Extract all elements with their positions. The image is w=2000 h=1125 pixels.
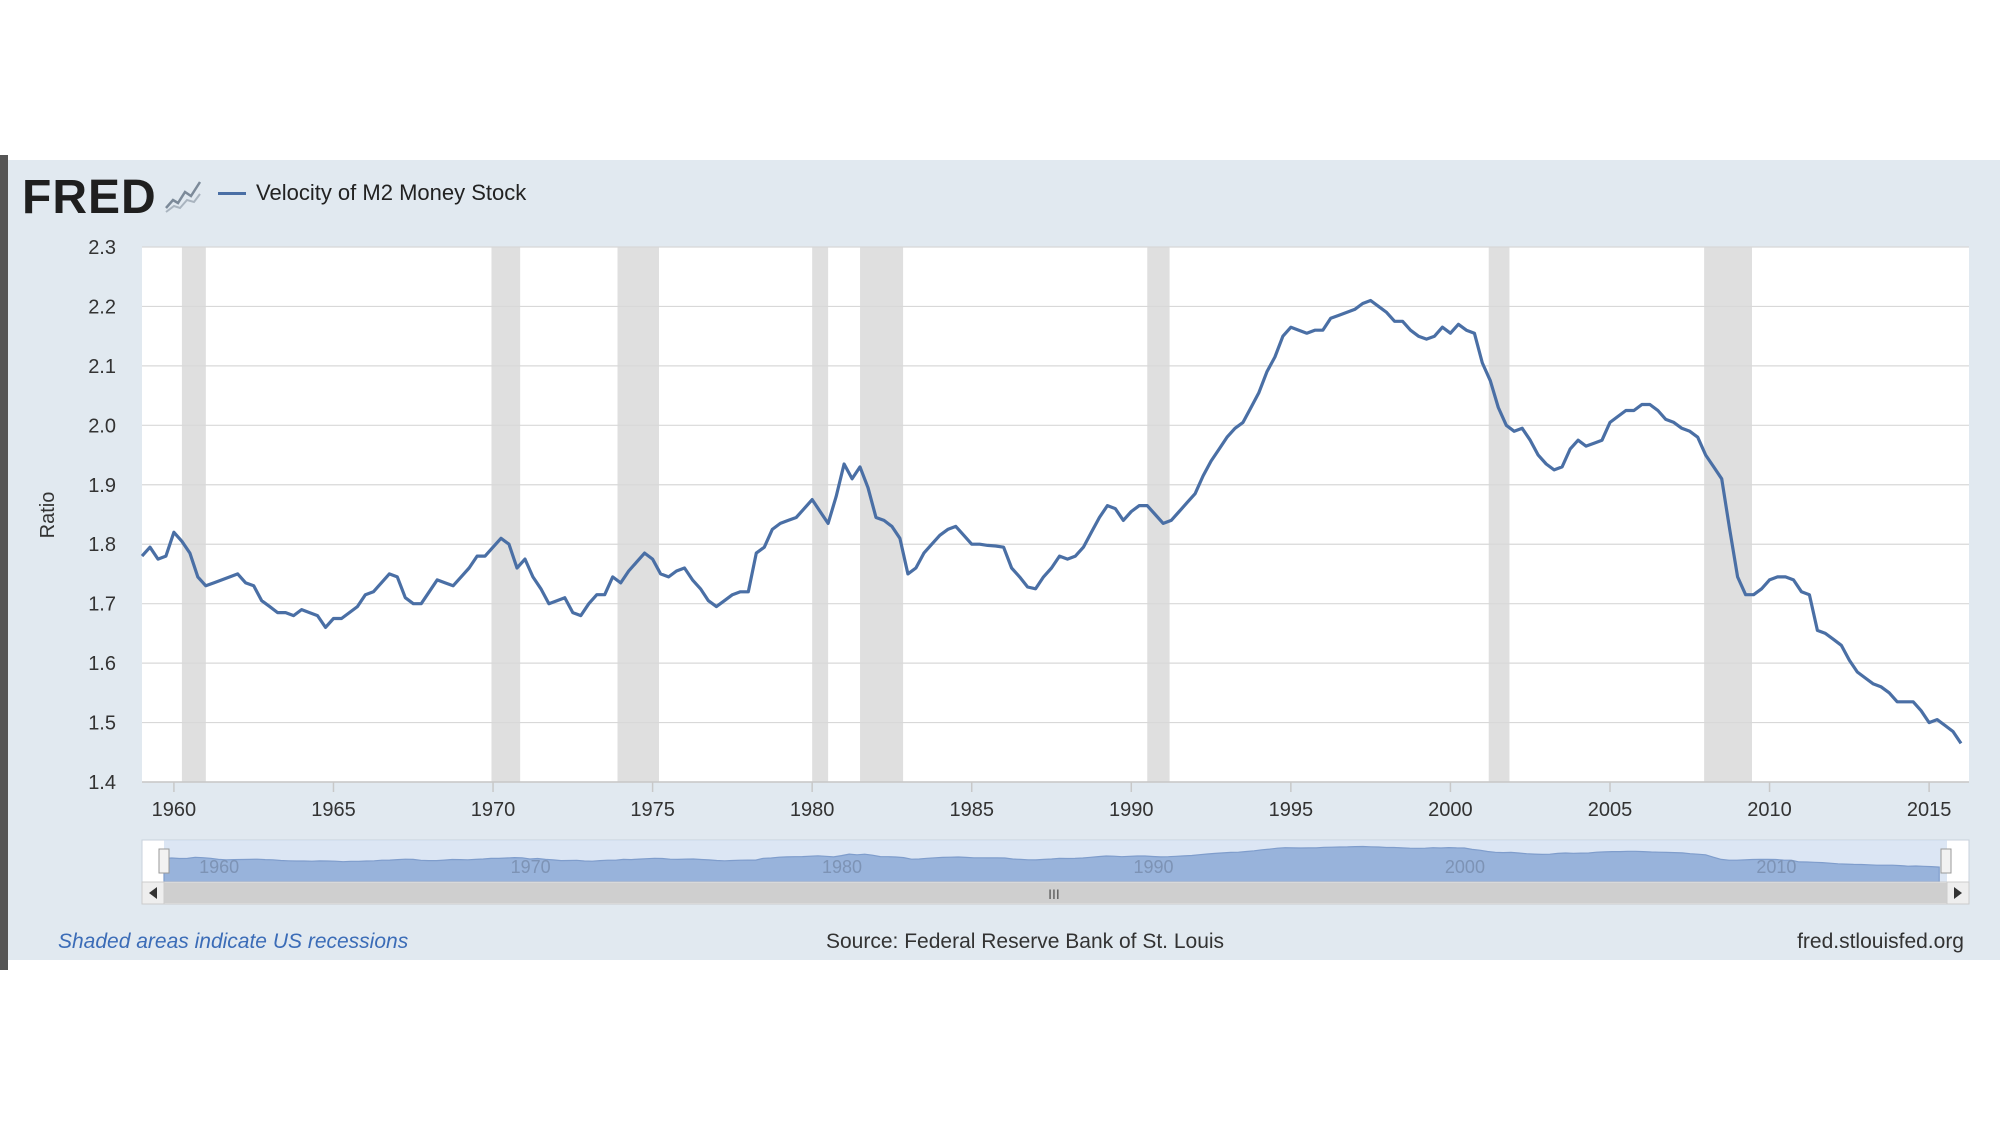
scrollbar-grip: III — [1048, 886, 1060, 902]
x-tick-label: 1985 — [949, 799, 994, 821]
source-link[interactable]: fred.stlouisfed.org — [1797, 930, 1964, 953]
legend-label: Velocity of M2 Money Stock — [256, 180, 527, 205]
recession-note: Shaded areas indicate US recessions — [58, 930, 409, 953]
x-tick-label: 1970 — [471, 799, 516, 821]
x-tick-label: 2015 — [1907, 799, 1952, 821]
y-tick-label: 1.4 — [88, 772, 116, 794]
window-edge — [0, 155, 8, 970]
y-tick-label: 1.7 — [88, 594, 116, 616]
x-tick-label: 1975 — [630, 799, 675, 821]
recession-band — [491, 247, 521, 782]
y-tick-label: 1.6 — [88, 653, 116, 675]
plot-area — [142, 247, 1969, 782]
y-tick-label: 2.2 — [88, 296, 116, 318]
recession-band — [1488, 247, 1510, 782]
graph-icon — [164, 176, 202, 214]
navigator-handle-right[interactable] — [1940, 848, 1952, 874]
scrollbar-thumb[interactable] — [164, 883, 1947, 903]
recession-bands — [181, 247, 1752, 782]
navigator-label: 1980 — [822, 857, 862, 877]
y-axis-ticks: 1.4 1.5 1.6 1.7 1.8 1.9 2.0 2.1 2.2 2.3 — [88, 237, 116, 794]
recession-band — [860, 247, 904, 782]
recession-band — [1147, 247, 1170, 782]
chart: 1.41.51.61.71.81.92.02.12.22.3 1960 1965 1… — [37, 237, 1970, 905]
x-tick-label: 1960 — [152, 799, 197, 821]
x-tick-label: 1990 — [1109, 799, 1154, 821]
x-axis-ticks: 1960 1965 1970 1975 1980 1985 1990 1995 2000 2005… — [152, 782, 1952, 821]
source-text: Source: Federal Reserve Bank of St. Loui… — [826, 930, 1225, 953]
y-tick-label: 1.5 — [88, 713, 116, 735]
navigator-handle-left[interactable] — [158, 848, 170, 874]
recession-band — [812, 247, 829, 782]
navigator-label: 1970 — [511, 857, 551, 877]
y-tick-label: 1.9 — [88, 475, 116, 497]
recession-band — [617, 247, 659, 782]
y-tick-label: 2.0 — [88, 415, 116, 437]
scroll-right-icon — [1954, 887, 1962, 899]
navigator-area — [163, 845, 1940, 883]
x-tick-label: 1995 — [1269, 799, 1314, 821]
legend-swatch — [218, 191, 246, 195]
navigator[interactable]: 1960 1970 1980 1990 2000 2010 III — [141, 839, 1970, 905]
series-line[interactable] — [140, 298, 1963, 745]
y-tick-label: 2.1 — [88, 356, 116, 378]
navigator-label: 1990 — [1133, 857, 1173, 877]
navigator-label: 2010 — [1756, 857, 1796, 877]
y-tick-label: 1.8 — [88, 534, 116, 556]
x-tick-label: 1980 — [790, 799, 835, 821]
x-tick-label: 2000 — [1428, 799, 1473, 821]
x-tick-label: 1965 — [311, 799, 356, 821]
x-tick-label: 2010 — [1747, 799, 1792, 821]
recession-band — [181, 247, 206, 782]
y-axis-label: Ratio — [37, 492, 59, 539]
y-tick-label: 2.3 — [88, 237, 116, 259]
navigator-label: 2000 — [1445, 857, 1485, 877]
scroll-left-icon — [149, 887, 157, 899]
x-tick-label: 2005 — [1588, 799, 1633, 821]
navigator-label: 1960 — [199, 857, 239, 877]
navigator-labels: 1960 1970 1980 1990 2000 2010 — [199, 857, 1796, 877]
chart-legend[interactable]: Velocity of M2 Money Stock — [218, 180, 526, 206]
fred-logo[interactable]: FRED — [22, 171, 157, 224]
